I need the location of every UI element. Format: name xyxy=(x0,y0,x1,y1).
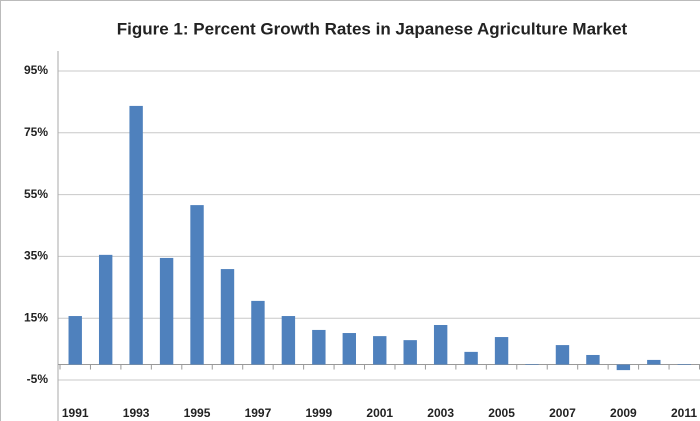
bar xyxy=(586,354,600,365)
bar xyxy=(220,269,235,365)
bar xyxy=(281,316,296,365)
x-tick-label: 2001 xyxy=(366,406,393,420)
bar xyxy=(373,336,387,365)
y-tick-label: 35% xyxy=(24,249,48,263)
bar xyxy=(647,359,661,365)
y-tick-label: 55% xyxy=(24,187,48,201)
y-tick-label: 15% xyxy=(24,310,48,324)
x-tick-label: 2011 xyxy=(671,406,697,420)
x-tick-label: 2007 xyxy=(549,406,576,420)
chart-title: Figure 1: Percent Growth Rates in Japane… xyxy=(117,19,628,38)
bar xyxy=(525,364,539,365)
bar xyxy=(616,364,631,371)
x-tick-label: 1993 xyxy=(123,406,150,420)
bar xyxy=(494,337,509,365)
bar xyxy=(403,340,417,365)
bar xyxy=(159,257,174,365)
bar xyxy=(433,324,448,365)
x-tick-label: 2003 xyxy=(427,406,454,420)
x-tick-label: 1997 xyxy=(245,406,272,420)
bar xyxy=(464,351,478,365)
x-tick-label: 1995 xyxy=(184,406,211,420)
bar xyxy=(98,254,113,365)
bar xyxy=(677,364,691,365)
bar xyxy=(312,329,326,365)
x-tick-label: 2009 xyxy=(610,406,637,420)
bar xyxy=(342,333,356,365)
x-tick-label: 1999 xyxy=(305,406,332,420)
bar xyxy=(251,300,265,365)
x-tick-label: 2005 xyxy=(488,406,515,420)
y-tick-label: -5% xyxy=(27,372,49,386)
bar xyxy=(555,345,570,365)
bar xyxy=(68,316,82,365)
x-tick-label: 1991 xyxy=(62,406,89,420)
bar xyxy=(190,205,204,365)
y-tick-label: 75% xyxy=(24,125,48,139)
bar xyxy=(129,105,143,365)
y-tick-label: 95% xyxy=(24,63,48,77)
